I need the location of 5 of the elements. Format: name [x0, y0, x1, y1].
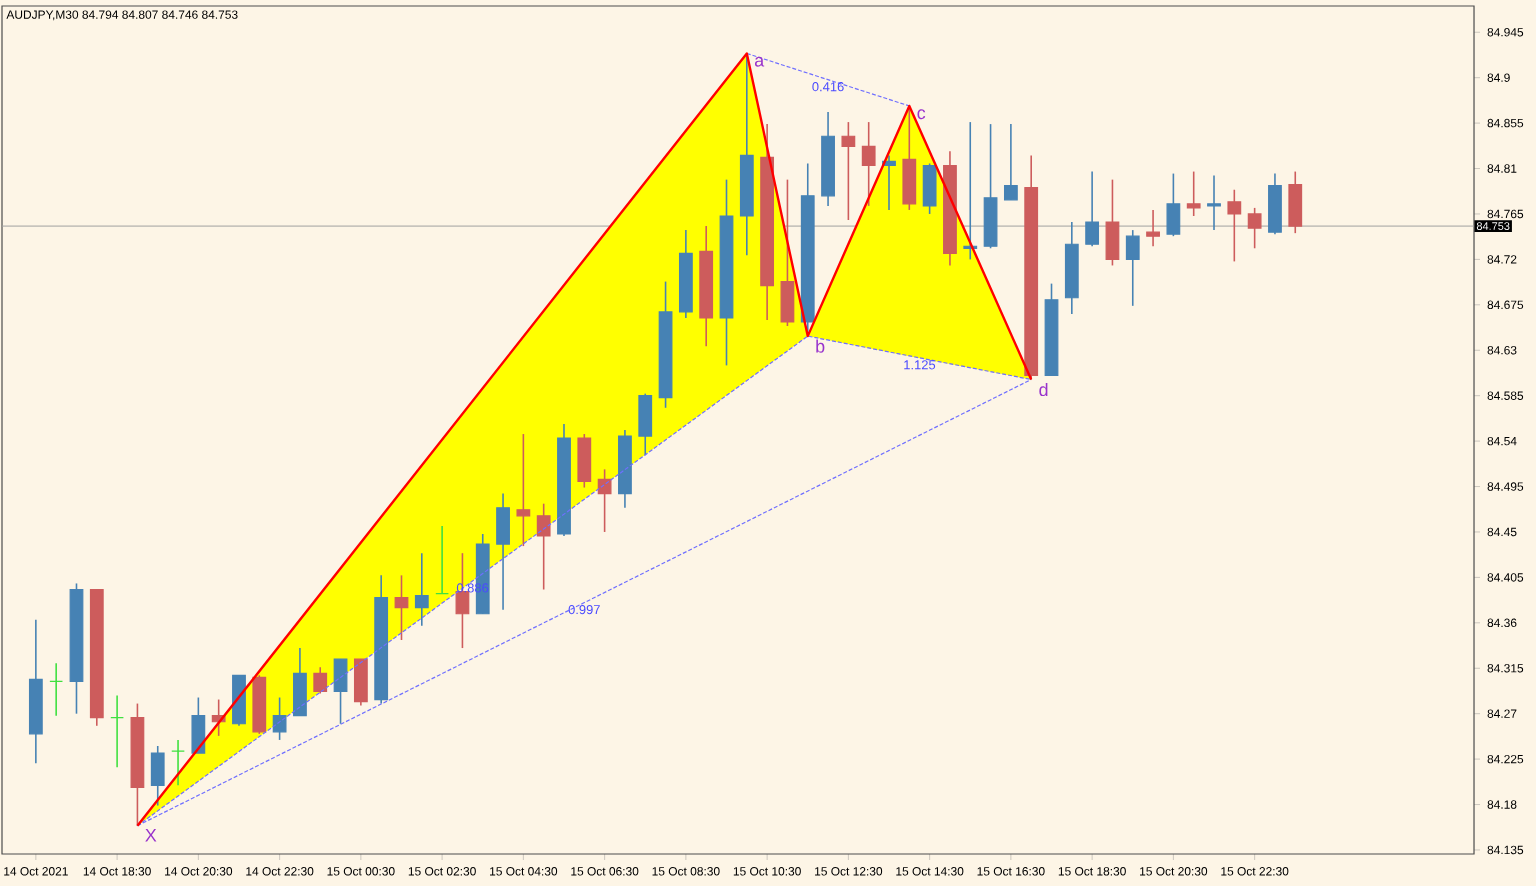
- annotation: a: [754, 56, 765, 67]
- annotation: b: [816, 339, 825, 353]
- annotation: c: [917, 109, 926, 120]
- annotation: d: [1039, 382, 1048, 397]
- annotation: X: [145, 829, 157, 842]
